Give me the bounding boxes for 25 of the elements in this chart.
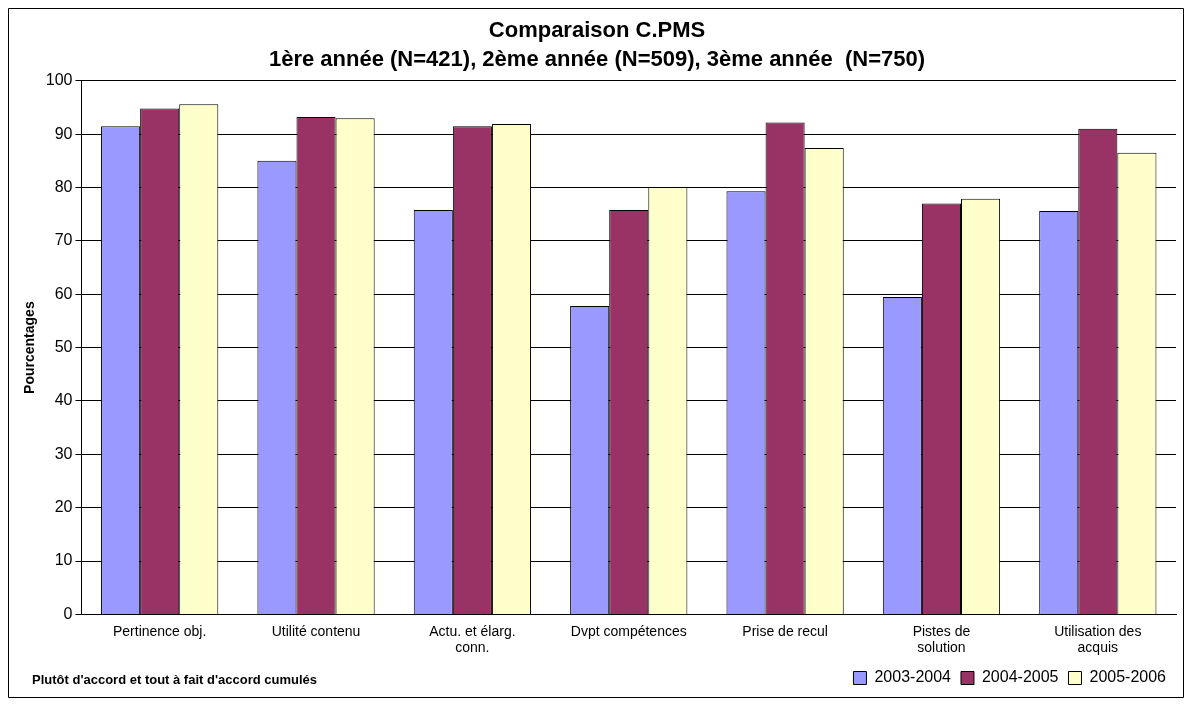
y-tick-label: 50 (54, 338, 73, 356)
y-tick-label: 70 (54, 231, 73, 249)
x-tick-label: Pertinence obj. (112, 622, 207, 639)
legend-label: 2005-2006 (1089, 668, 1167, 686)
y-tick-label: 90 (54, 124, 73, 142)
x-tick-label: Utilisation des acquis (1054, 622, 1142, 656)
chart-subtitle: 1ère année (N=421), 2ème année (N=509), 3ème année (N=750) (268, 45, 926, 71)
legend-label: 2004-2005 (981, 668, 1059, 686)
y-tick-label: 0 (63, 604, 73, 622)
y-tick-label: 40 (54, 391, 73, 409)
x-tick-label: Actu. et élarg. conn. (429, 622, 516, 656)
legend-label: 2003-2004 (874, 668, 952, 686)
x-tick-label: Prise de recul (742, 622, 828, 639)
x-tick-label: Utilité contenu (271, 622, 361, 639)
y-tick-label: 30 (54, 444, 73, 462)
y-tick-label: 60 (54, 284, 73, 302)
chart-title: Comparaison C.PMS (488, 17, 706, 43)
y-tick-label: 80 (54, 177, 73, 195)
y-tick-label: 20 (54, 498, 73, 516)
x-tick-label: Dvpt compétences (570, 622, 687, 639)
y-tick-label: 100 (45, 71, 73, 89)
y-tick-label: 10 (54, 551, 73, 569)
y-axis-title: Pourcentages (21, 301, 38, 394)
text: Plutôt d'accord et tout à fait d'accord cumulés (32, 671, 318, 687)
x-tick-label: Pistes de solution (912, 622, 971, 656)
